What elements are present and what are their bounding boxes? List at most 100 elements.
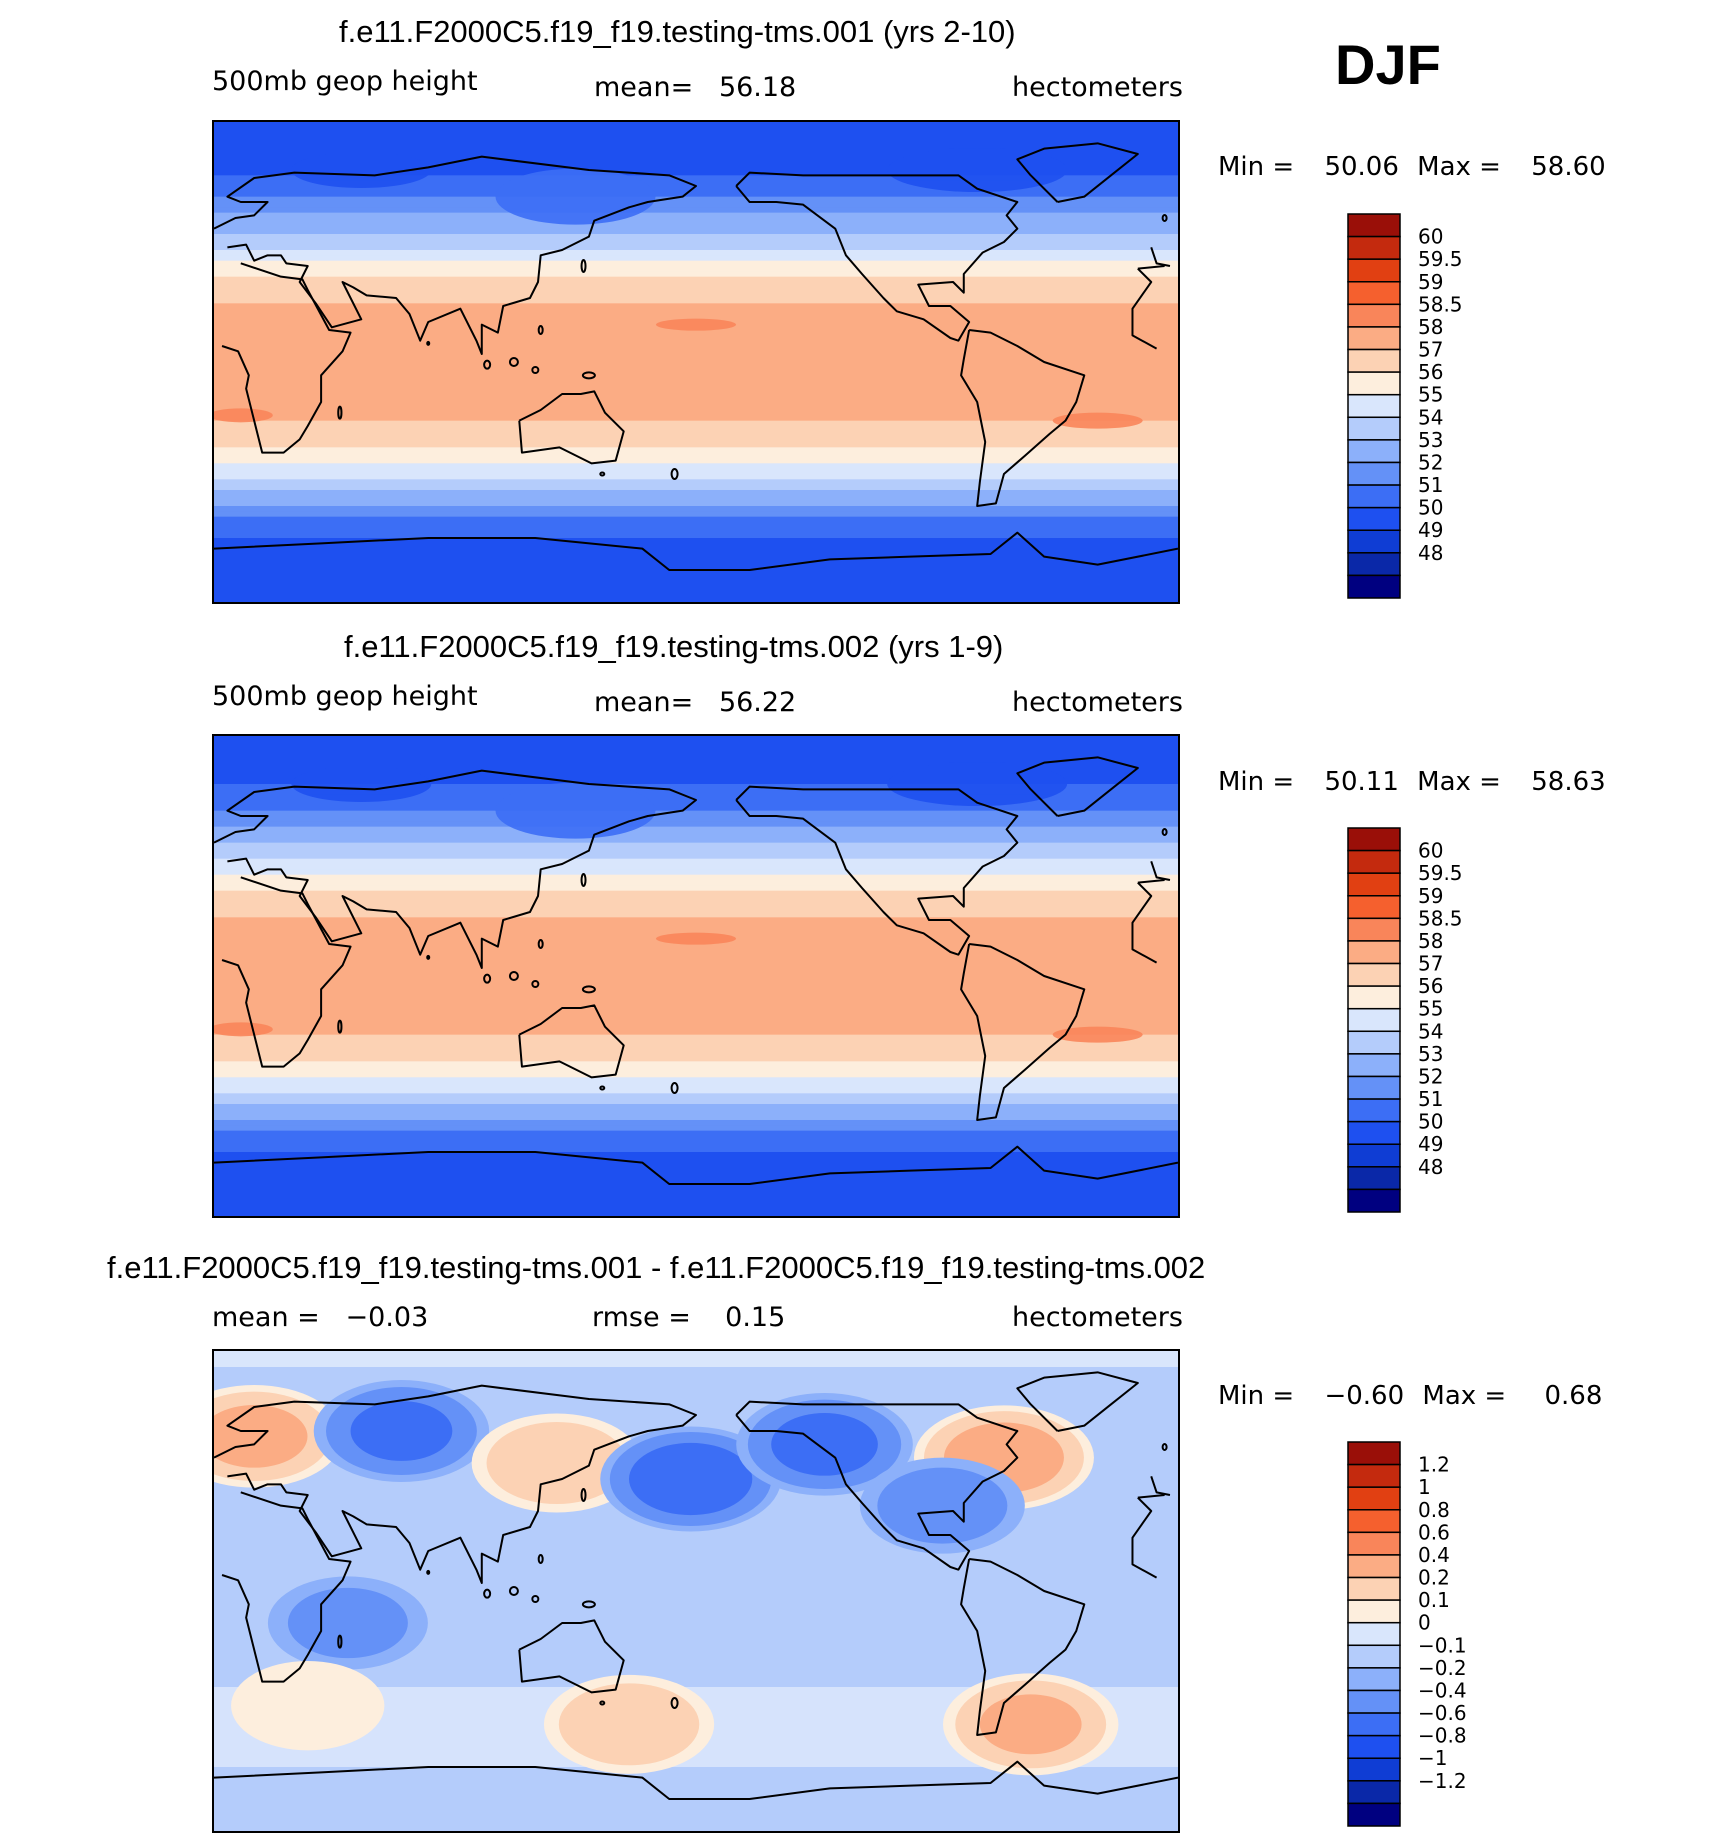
zonal-band: [214, 388, 1178, 395]
zonal-band: [214, 1013, 1178, 1020]
zonal-band: [214, 1040, 1178, 1046]
colorbar-tick-label: 54: [1418, 1019, 1443, 1043]
panel-3-max-value: 0.68: [1544, 1381, 1603, 1411]
zonal-band: [214, 202, 1178, 208]
coastline: [1131, 1496, 1158, 1579]
colorbar-tick-label: 50: [1418, 1110, 1443, 1134]
colorbar-box: [1347, 326, 1401, 351]
zonal-band: [214, 191, 1178, 198]
colorbar-tick-label: 58: [1418, 315, 1443, 339]
zonal-band: [214, 474, 1178, 480]
coastline: [1150, 861, 1171, 881]
panel-2-min-value: 50.11: [1324, 767, 1399, 797]
zonal-band: [214, 992, 1178, 998]
colorbar-tick-label: 1.2: [1418, 1453, 1450, 1477]
zonal-band: [214, 500, 1178, 507]
zonal-band: [214, 367, 1178, 374]
colorbar-tick-label: −0.2: [1418, 1656, 1467, 1680]
zonal-band: [214, 436, 1178, 443]
zonal-band: [214, 1189, 1178, 1196]
zonal-band: [214, 335, 1178, 342]
field-contour: [291, 152, 432, 188]
zonal-band: [214, 154, 1178, 160]
coastline: [1016, 142, 1139, 203]
zonal-band: [214, 1018, 1178, 1025]
zonal-band: [214, 768, 1178, 774]
panel-2-title: f.e11.F2000C5.f19_f19.testing-tms.002 (y…: [344, 629, 1004, 664]
panel-2-max-value: 58.63: [1531, 767, 1606, 797]
island-coastline: [337, 1019, 343, 1034]
zonal-band: [214, 1168, 1178, 1174]
zonal-band: [214, 399, 1178, 406]
colorbar-box: [1347, 303, 1401, 328]
colorbar-tick-label: 48: [1418, 541, 1443, 565]
colorbar-box: [1347, 1486, 1401, 1511]
zonal-band: [214, 244, 1178, 251]
zonal-band: [214, 960, 1178, 966]
colorbar-box: [1347, 1689, 1401, 1714]
coastline: [1137, 1494, 1165, 1499]
zonal-band: [214, 495, 1178, 502]
zonal-band: [214, 532, 1178, 539]
panel-3-rmse-label: rmse = 0.15: [592, 1302, 786, 1333]
colorbar-box: [1347, 281, 1401, 306]
coastline: [960, 1558, 1086, 1736]
zonal-band: [214, 922, 1178, 929]
zonal-band: [214, 282, 1178, 288]
colorbar-tick-label: 1: [1418, 1475, 1431, 1499]
coastline: [214, 155, 697, 355]
zonal-band: [214, 543, 1178, 550]
zonal-band: [214, 1024, 1178, 1030]
anomaly-contour: [287, 1587, 408, 1659]
colorbar-box: [1347, 529, 1401, 554]
panel-1-variable-label: 500mb geop height: [212, 66, 478, 97]
panel-3-units-label: hectometers: [1012, 1302, 1183, 1333]
zonal-band: [214, 757, 1178, 764]
island-coastline: [531, 1595, 540, 1603]
colorbar-box: [1347, 439, 1401, 464]
colorbar-box: [1347, 1188, 1401, 1213]
island-coastline: [508, 1586, 519, 1596]
colorbar-box: [1347, 1802, 1401, 1827]
colorbar-tick-label: 58: [1418, 929, 1443, 953]
colorbar-box: [1347, 416, 1401, 441]
zonal-band: [214, 1205, 1178, 1212]
colorbar-box: [1347, 371, 1401, 396]
colorbar-box: [1347, 1441, 1401, 1466]
colorbar-box: [1347, 1509, 1401, 1534]
island-coastline: [531, 366, 540, 374]
zonal-band: [214, 554, 1178, 560]
colorbar-tick-label: 59: [1418, 884, 1443, 908]
island-coastline: [580, 259, 587, 273]
zonal-band: [214, 132, 1178, 139]
colorbar-box: [1347, 872, 1401, 897]
zonal-band: [214, 1002, 1178, 1009]
zonal-band: [214, 837, 1178, 844]
panel-1-units-label: hectometers: [1012, 72, 1183, 103]
coastline: [1150, 247, 1171, 267]
zonal-band: [214, 356, 1178, 363]
colorbar-tick-label: 58.5: [1418, 906, 1463, 930]
zonal-band: [214, 965, 1178, 972]
colorbar-tick-label: 60: [1418, 839, 1443, 863]
zonal-band: [214, 442, 1178, 448]
colorbar-box: [1347, 484, 1401, 509]
zonal-band: [214, 255, 1178, 262]
panel-3-min-value: −0.60: [1324, 1381, 1405, 1411]
zonal-band: [214, 949, 1178, 956]
zonal-band: [214, 212, 1178, 219]
field-contour: [495, 782, 656, 839]
zonal-band: [214, 848, 1178, 854]
zonal-band: [214, 874, 1178, 881]
zonal-band: [214, 853, 1178, 860]
colorbar-tick-label: 0.8: [1418, 1498, 1450, 1522]
zonal-band: [214, 970, 1178, 977]
zonal-band: [214, 1061, 1178, 1068]
coastline: [221, 262, 352, 454]
field-contour: [656, 318, 736, 331]
zonal-band: [214, 1077, 1178, 1084]
zonal-band: [214, 1136, 1178, 1142]
colorbar-tick-label: 0.2: [1418, 1566, 1450, 1590]
panel-2-max-label: Max =: [1417, 767, 1501, 797]
anomaly-contour: [558, 1683, 700, 1766]
